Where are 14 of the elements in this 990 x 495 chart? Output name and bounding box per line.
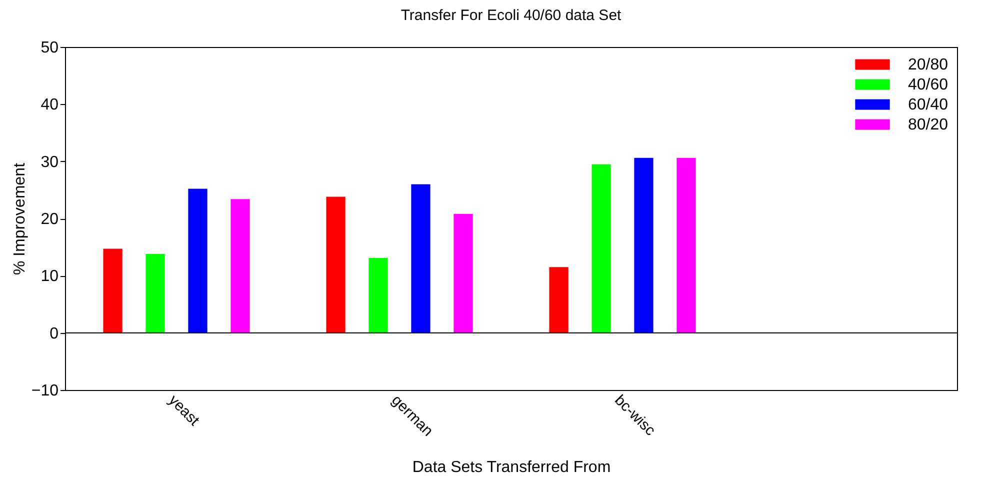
y-tick-label: 40 [40, 96, 59, 114]
x-axis-title: Data Sets Transferred From [412, 459, 611, 476]
y-tick-label: 20 [40, 211, 59, 228]
y-tick-label: 50 [40, 40, 59, 56]
y-tick-label: −10 [31, 382, 59, 400]
y-axis-title: % Improvement [11, 162, 28, 276]
chart-title: Transfer For Ecoli 40/60 data Set [400, 7, 622, 24]
legend-label: 80/20 [908, 116, 948, 134]
legend-label: 60/40 [908, 96, 948, 114]
legend-label: 20/80 [908, 56, 948, 74]
legend-label: 40/60 [908, 76, 948, 94]
y-tick-label: 0 [50, 325, 59, 342]
y-tick-label: 30 [40, 154, 59, 171]
y-tick-label: 10 [40, 268, 59, 286]
